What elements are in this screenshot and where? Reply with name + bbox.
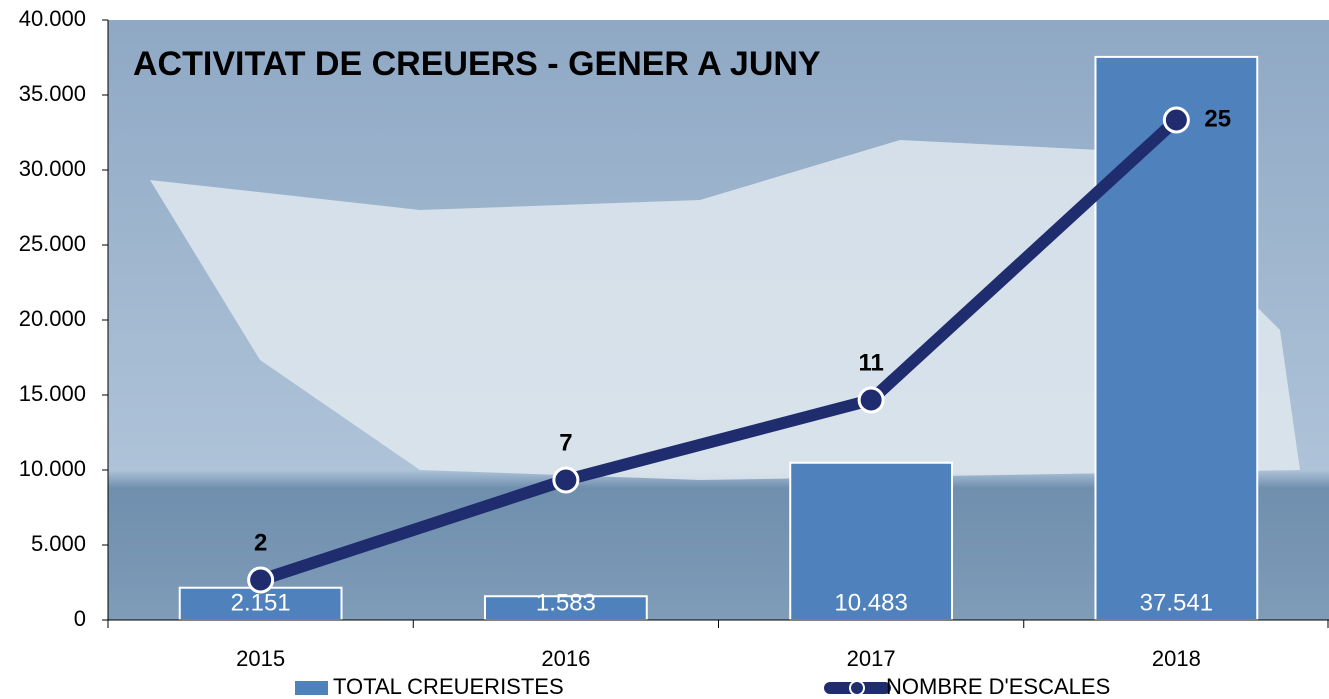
x-tick-label: 2016 [541,646,590,671]
y-tick-label: 35.000 [19,81,86,106]
y-tick-label: 40.000 [19,6,86,31]
y-tick-label: 15.000 [19,381,86,406]
line-marker [554,468,578,492]
legend-marker [850,681,864,695]
x-tick-label: 2017 [847,646,896,671]
x-tick-label: 2018 [1152,646,1201,671]
y-tick-label: 25.000 [19,231,86,256]
line-marker [859,388,883,412]
bar-value-label: 1.583 [536,589,596,616]
bar-value-label: 10.483 [834,589,907,616]
y-tick-label: 5.000 [31,531,86,556]
line-value-label: 25 [1204,105,1231,132]
legend-label: NOMBRE D'ESCALES [886,674,1110,699]
legend-swatch [295,681,328,695]
line-value-label: 7 [559,429,572,456]
y-tick-label: 30.000 [19,156,86,181]
y-tick-label: 20.000 [19,306,86,331]
line-marker [1164,108,1188,132]
legend-label: TOTAL CREUERISTES [333,674,564,699]
line-marker [249,568,273,592]
line-value-label: 11 [858,349,883,376]
chart-title: ACTIVITAT DE CREUERS - GENER A JUNY [133,45,821,83]
bar-value-label: 37.541 [1140,589,1213,616]
chart: 2.1511.58310.48337.541271125 ACTIVITAT D… [0,0,1329,699]
line-value-label: 2 [254,529,267,556]
y-tick-label: 0 [74,606,86,631]
y-tick-label: 10.000 [19,456,86,481]
x-tick-label: 2015 [236,646,285,671]
bar [1095,57,1257,620]
